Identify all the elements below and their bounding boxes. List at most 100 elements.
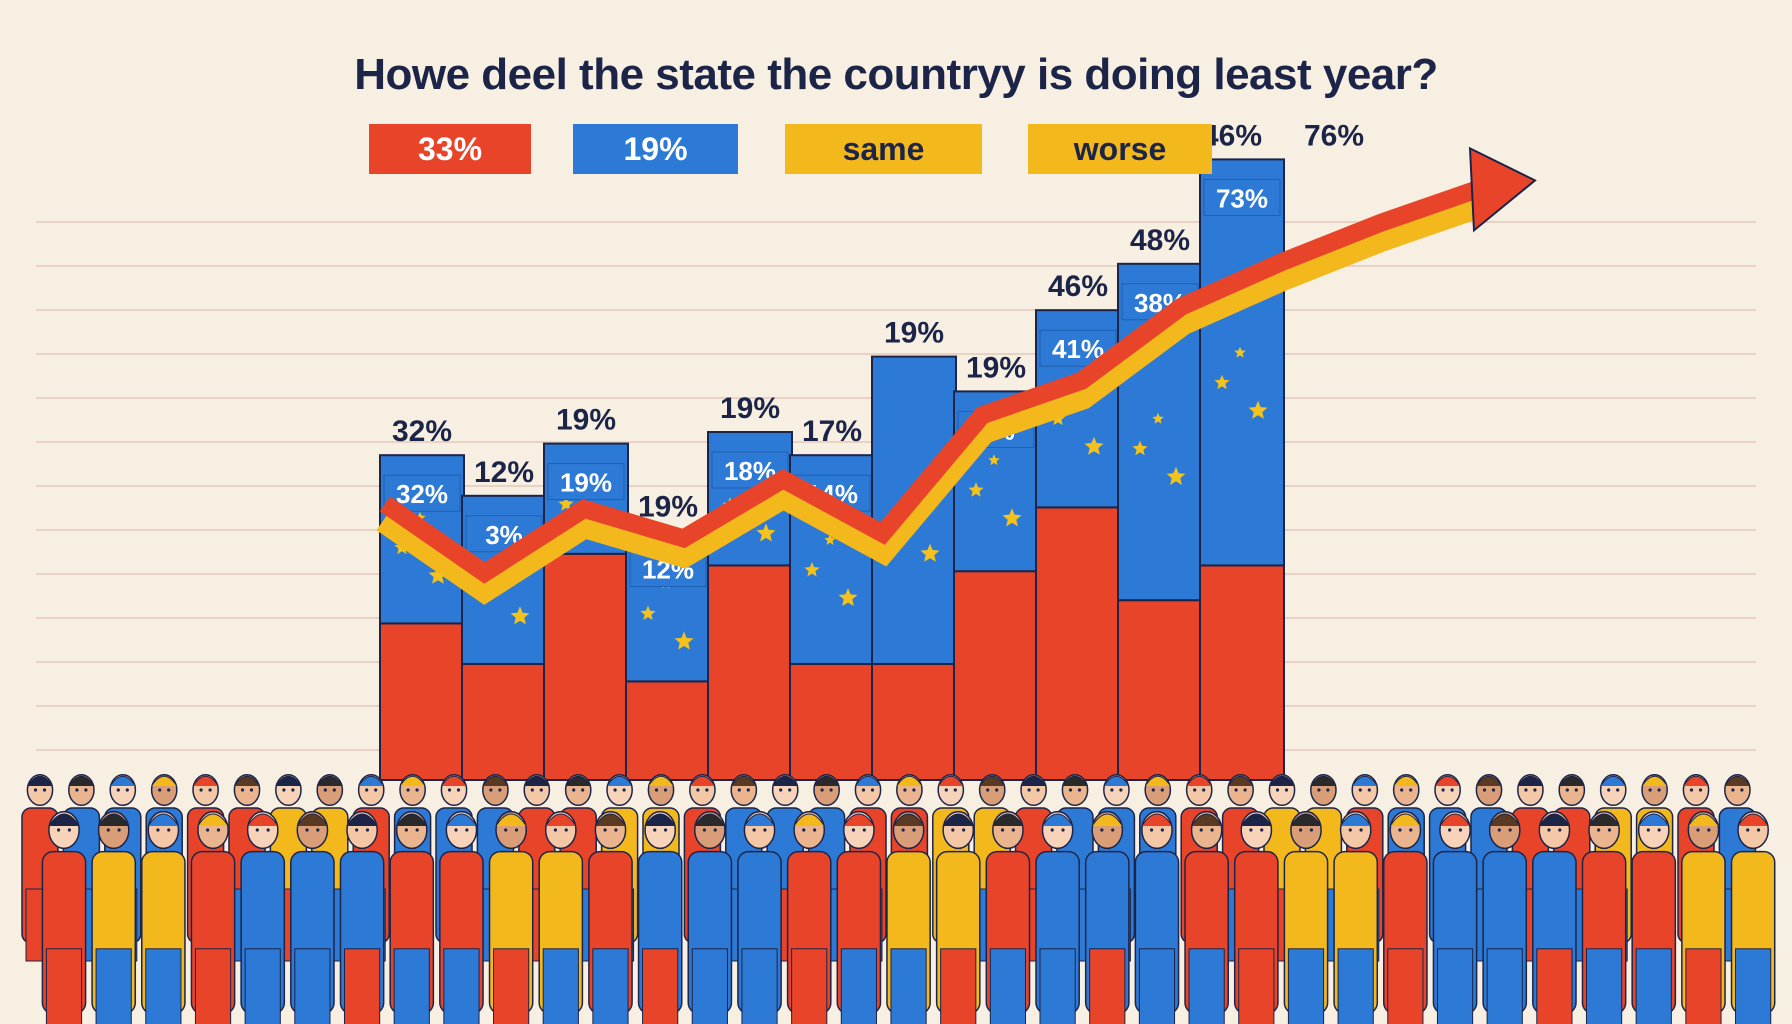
person-legs xyxy=(1486,948,1523,1024)
person-eye xyxy=(489,788,493,792)
person-legs xyxy=(691,948,728,1024)
person-eye xyxy=(291,788,295,792)
person-eye xyxy=(1491,788,1496,792)
person-eye xyxy=(951,828,955,832)
person-eye xyxy=(802,828,806,832)
bar-red-segment xyxy=(625,680,711,782)
person-hair xyxy=(937,775,964,787)
person-hair xyxy=(1191,813,1223,827)
person-eye xyxy=(1199,828,1203,832)
person-eye xyxy=(1657,828,1661,832)
person-eye xyxy=(454,828,458,832)
person-legs xyxy=(989,948,1027,1024)
person-eye xyxy=(116,788,120,792)
person-eye xyxy=(282,788,286,792)
person-hair xyxy=(565,775,592,787)
person-legs xyxy=(1387,948,1424,1024)
person-hair xyxy=(594,813,627,827)
person-hair xyxy=(109,775,136,787)
person-legs xyxy=(1585,948,1623,1024)
person-eye xyxy=(1243,788,1247,792)
person-eye xyxy=(752,828,756,832)
person-eye xyxy=(1646,828,1650,832)
person-hair xyxy=(854,775,882,787)
person-eye xyxy=(614,828,618,832)
person-eye xyxy=(663,828,668,832)
person-eye xyxy=(1149,828,1154,832)
person-hair xyxy=(743,813,776,827)
person-eye xyxy=(861,788,866,792)
person-eye xyxy=(199,788,203,792)
person-eye xyxy=(1409,828,1413,832)
person-hair xyxy=(694,813,726,827)
person-hair xyxy=(1144,775,1171,787)
person-hair xyxy=(1141,813,1173,827)
person-hair xyxy=(942,813,974,827)
person-eye xyxy=(788,788,792,792)
person-eye xyxy=(1746,828,1750,832)
person-eye xyxy=(820,788,824,792)
person-eye xyxy=(404,828,408,832)
person-eye xyxy=(696,788,700,792)
person-eye xyxy=(406,788,410,792)
bar-red-segment xyxy=(707,564,793,782)
person-hair xyxy=(197,813,229,827)
person-eye xyxy=(1000,828,1005,832)
person-hair xyxy=(358,775,385,787)
person-hair xyxy=(1737,813,1769,827)
person-eye xyxy=(465,828,469,832)
bar-top-label: 19% xyxy=(638,491,698,524)
person-hair xyxy=(482,775,509,787)
person-eye xyxy=(1284,788,1289,792)
person-eye xyxy=(962,828,966,832)
person-eye xyxy=(1441,788,1445,792)
star-icon xyxy=(428,565,448,584)
bar-red-segment xyxy=(1035,506,1121,781)
bar-red-segment xyxy=(379,622,465,782)
bar-red-segment xyxy=(871,663,957,781)
person-eye xyxy=(355,828,359,832)
legend-item-worse: worse xyxy=(1028,124,1212,174)
person-eye xyxy=(84,788,88,792)
person-legs xyxy=(244,948,281,1024)
person-eye xyxy=(1607,788,1611,792)
person-eye xyxy=(553,828,558,832)
person-hair xyxy=(1290,813,1322,827)
bar-inner-label: 19% xyxy=(560,468,612,498)
person-hair xyxy=(147,813,179,827)
person-eye xyxy=(1616,788,1620,792)
star-icon xyxy=(968,482,984,497)
person-hair xyxy=(1240,813,1272,827)
star-icon xyxy=(988,454,1000,466)
person-eye xyxy=(539,788,543,792)
person-legs xyxy=(443,948,480,1024)
person-eye xyxy=(1234,788,1238,792)
person-legs xyxy=(95,948,132,1024)
person-eye xyxy=(206,828,210,832)
person-hair xyxy=(445,813,477,827)
person-eye xyxy=(1533,788,1537,792)
person-eye xyxy=(374,788,378,792)
person-eye xyxy=(1607,828,1612,832)
person-eye xyxy=(158,788,162,792)
person-eye xyxy=(903,788,907,792)
person-hair xyxy=(979,775,1006,787)
bar-red-segment xyxy=(953,570,1039,782)
person-hair xyxy=(893,813,925,827)
person-eye xyxy=(447,788,452,792)
person-hair xyxy=(346,813,378,827)
star-icon xyxy=(1214,374,1230,390)
bar-top-label: 12% xyxy=(474,456,534,489)
bar-top-label: 48% xyxy=(1130,224,1190,257)
person-legs xyxy=(343,948,381,1024)
person-eye xyxy=(713,828,717,832)
person-hair xyxy=(1389,813,1421,827)
person-hair xyxy=(1489,813,1521,827)
star-icon xyxy=(1132,440,1148,456)
person-eye xyxy=(702,828,707,832)
person-hair xyxy=(192,775,219,787)
person-hair xyxy=(151,775,178,787)
person-legs xyxy=(840,948,877,1024)
bar-red-segment xyxy=(789,663,875,781)
